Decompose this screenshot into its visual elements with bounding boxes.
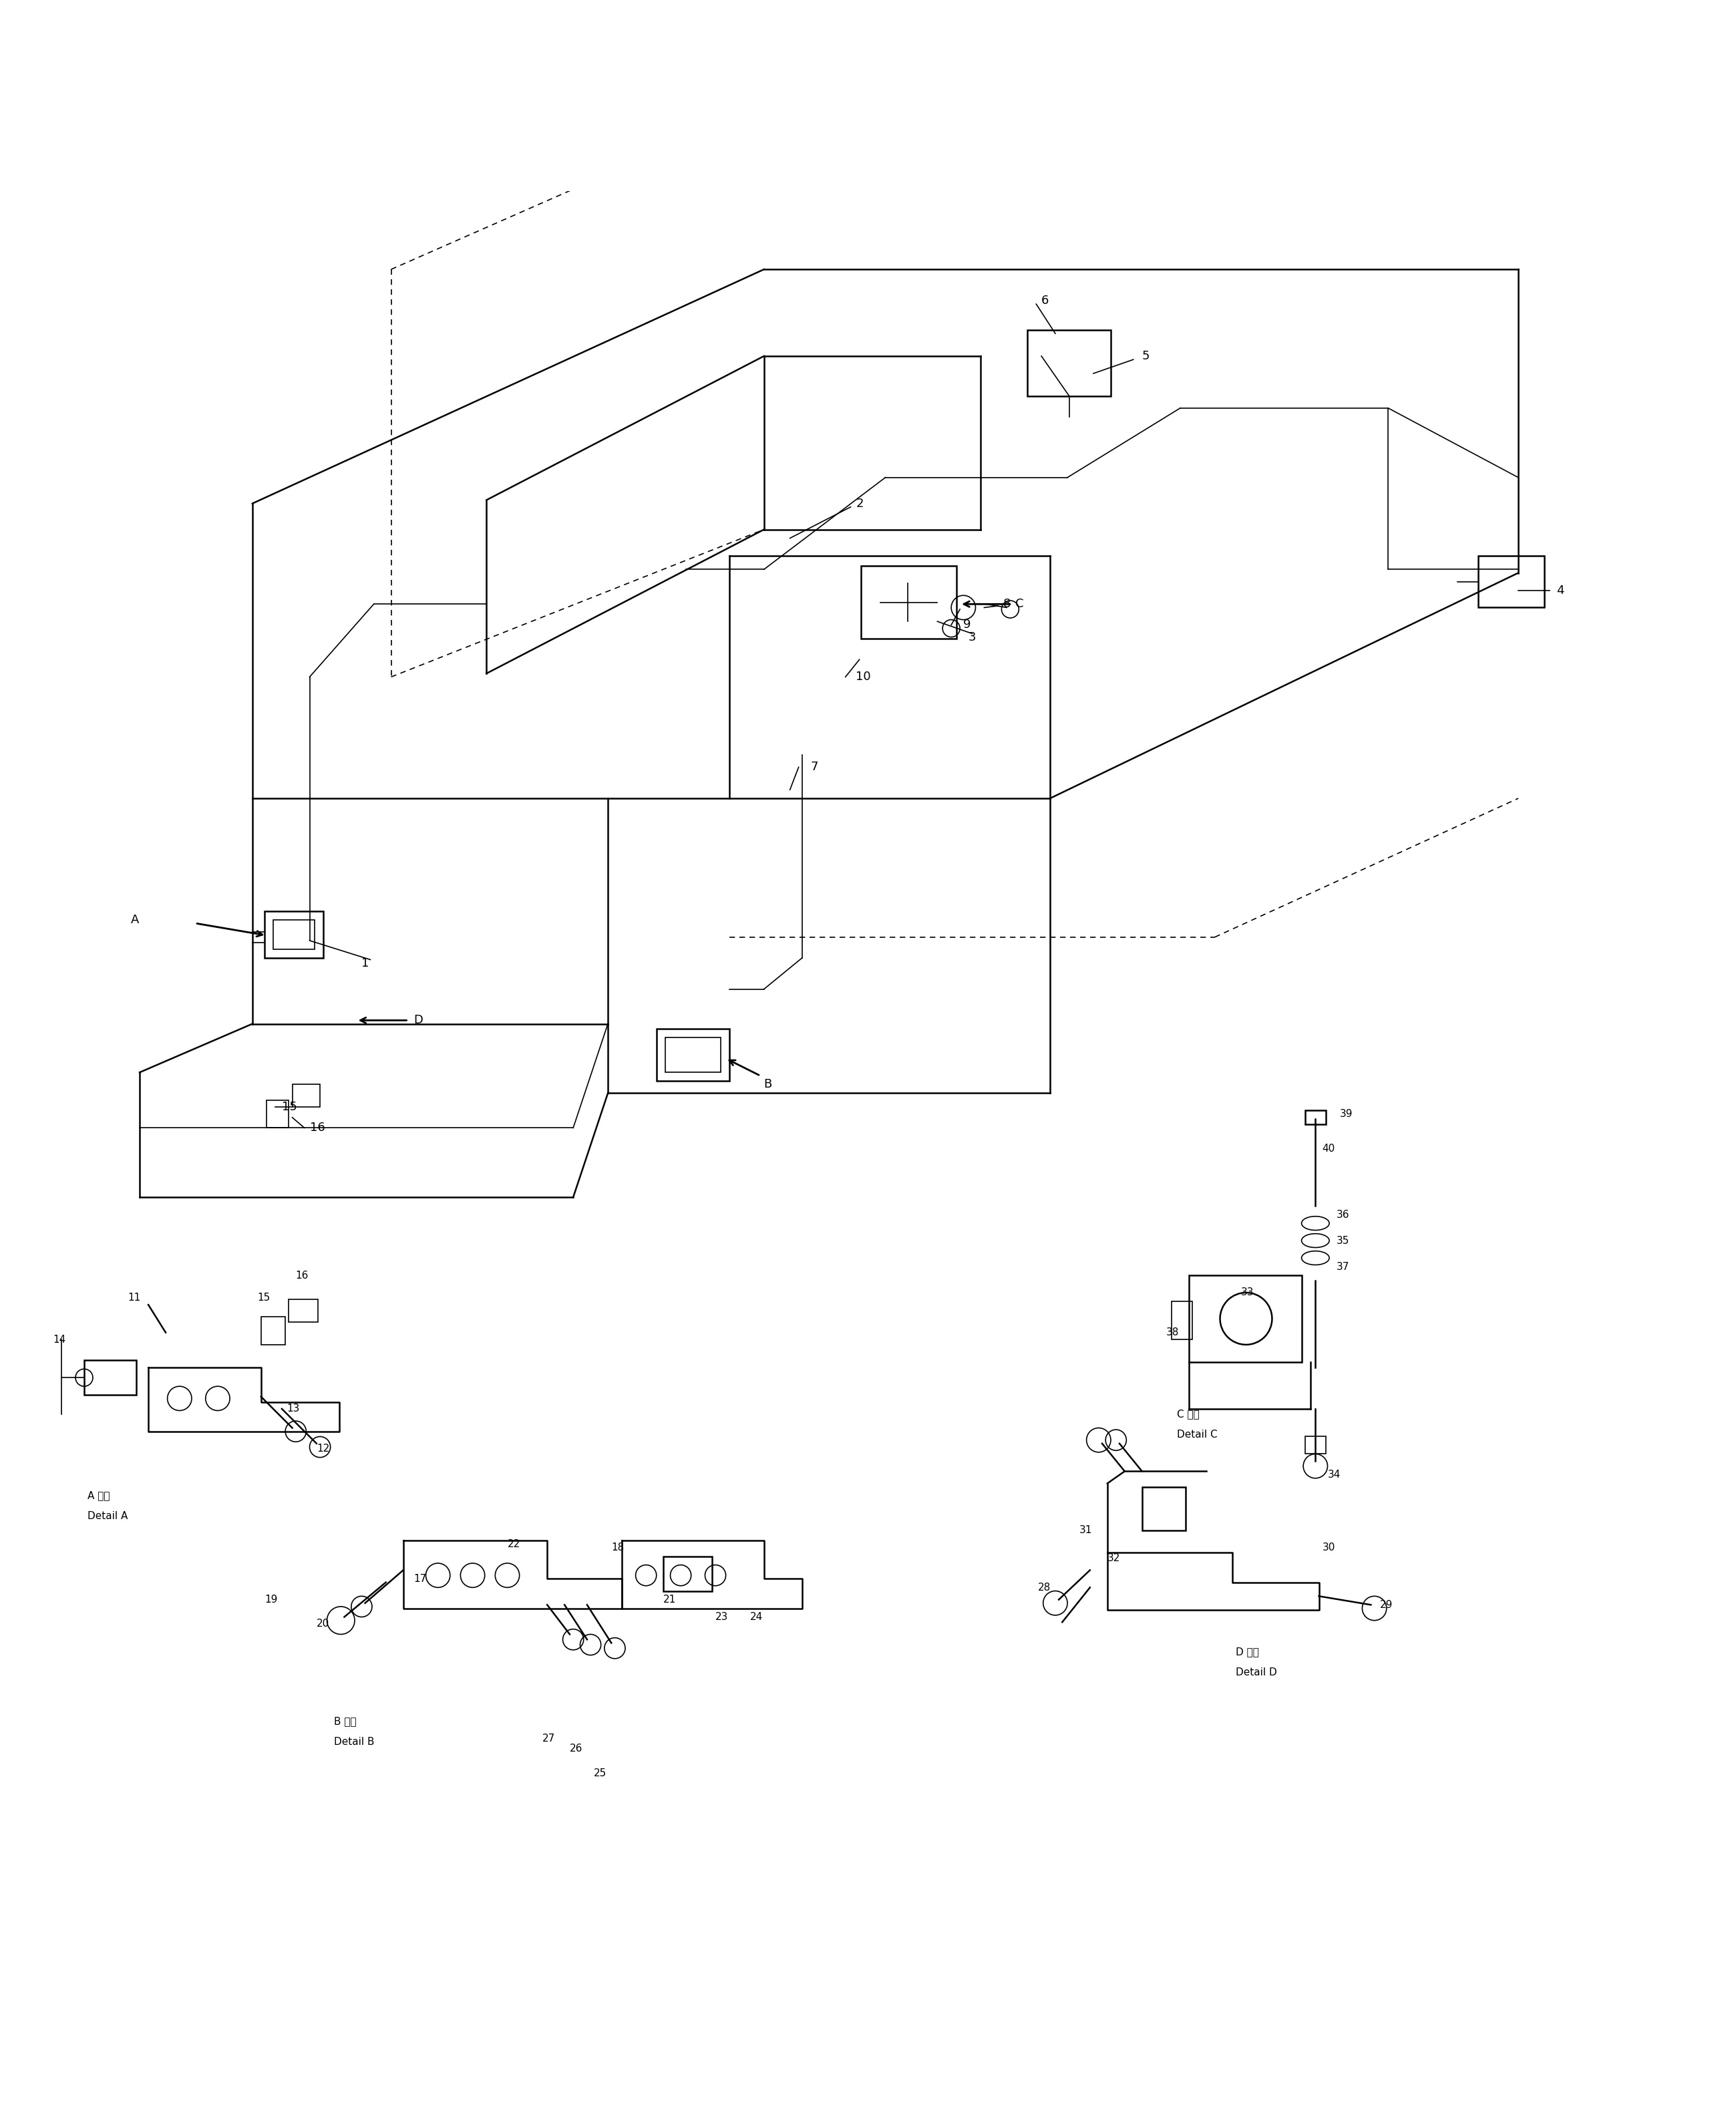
Text: 25: 25: [594, 1768, 608, 1778]
Text: 6: 6: [1042, 294, 1049, 307]
Text: 38: 38: [1167, 1327, 1179, 1338]
Text: 3: 3: [969, 631, 976, 644]
Text: 34: 34: [1328, 1469, 1340, 1480]
Text: 12: 12: [316, 1444, 330, 1454]
Text: Detail C: Detail C: [1177, 1429, 1217, 1440]
Text: A 詳細: A 詳細: [87, 1490, 109, 1501]
Text: 28: 28: [1038, 1584, 1050, 1592]
Bar: [1479, 555, 1545, 608]
Bar: [260, 1317, 285, 1344]
Text: 5: 5: [1142, 349, 1149, 362]
Text: C: C: [1016, 599, 1024, 610]
Text: 11: 11: [127, 1293, 141, 1302]
Text: 16: 16: [295, 1270, 309, 1281]
Text: 8: 8: [1003, 599, 1010, 610]
Bar: [663, 1556, 712, 1592]
Text: 35: 35: [1337, 1236, 1349, 1245]
Text: 33: 33: [1241, 1287, 1253, 1298]
Bar: [665, 1037, 720, 1073]
Bar: [1142, 1486, 1186, 1531]
Text: 26: 26: [569, 1744, 583, 1753]
Text: Detail B: Detail B: [333, 1736, 375, 1747]
Text: C 詳細: C 詳細: [1177, 1410, 1200, 1418]
Text: 31: 31: [1080, 1524, 1092, 1535]
Text: 15: 15: [281, 1101, 297, 1114]
Text: 30: 30: [1323, 1543, 1335, 1552]
Text: 18: 18: [611, 1543, 625, 1552]
Text: 16: 16: [309, 1122, 325, 1135]
Bar: [1305, 1437, 1326, 1454]
Text: B: B: [764, 1078, 773, 1090]
Text: 29: 29: [1380, 1600, 1392, 1609]
Text: 36: 36: [1337, 1209, 1349, 1219]
Text: 37: 37: [1337, 1262, 1349, 1272]
Bar: [1028, 330, 1111, 396]
Bar: [83, 1361, 135, 1395]
Text: 23: 23: [715, 1611, 729, 1622]
Text: 10: 10: [856, 671, 871, 684]
Bar: [1189, 1274, 1302, 1361]
Text: 39: 39: [1340, 1109, 1352, 1120]
Text: D: D: [413, 1014, 424, 1027]
Text: 20: 20: [316, 1620, 330, 1628]
Text: 15: 15: [257, 1293, 271, 1302]
Text: 13: 13: [286, 1404, 300, 1414]
Text: B 詳細: B 詳細: [333, 1717, 356, 1725]
Text: Detail A: Detail A: [87, 1512, 128, 1522]
Text: 40: 40: [1323, 1143, 1335, 1154]
Bar: [861, 565, 957, 639]
Bar: [288, 1300, 318, 1323]
Text: 17: 17: [413, 1573, 427, 1584]
Bar: [1305, 1111, 1326, 1124]
Text: D 詳細: D 詳細: [1236, 1647, 1259, 1658]
Bar: [292, 1084, 319, 1107]
Text: 24: 24: [750, 1611, 762, 1622]
Bar: [266, 1101, 288, 1128]
Text: 21: 21: [663, 1594, 677, 1605]
Bar: [656, 1029, 729, 1082]
Text: Detail D: Detail D: [1236, 1668, 1278, 1677]
Text: 19: 19: [264, 1594, 278, 1605]
Text: 7: 7: [811, 762, 818, 773]
Bar: [264, 910, 323, 957]
Text: 22: 22: [507, 1539, 521, 1550]
Bar: [1172, 1302, 1193, 1340]
Text: 9: 9: [963, 618, 970, 631]
Text: 27: 27: [542, 1734, 556, 1744]
Text: 14: 14: [54, 1334, 66, 1344]
Text: 32: 32: [1108, 1554, 1120, 1562]
Text: 4: 4: [1557, 584, 1564, 597]
Text: A: A: [130, 915, 139, 925]
Bar: [273, 919, 314, 948]
Text: 1: 1: [361, 957, 370, 970]
Text: 2: 2: [856, 497, 863, 510]
